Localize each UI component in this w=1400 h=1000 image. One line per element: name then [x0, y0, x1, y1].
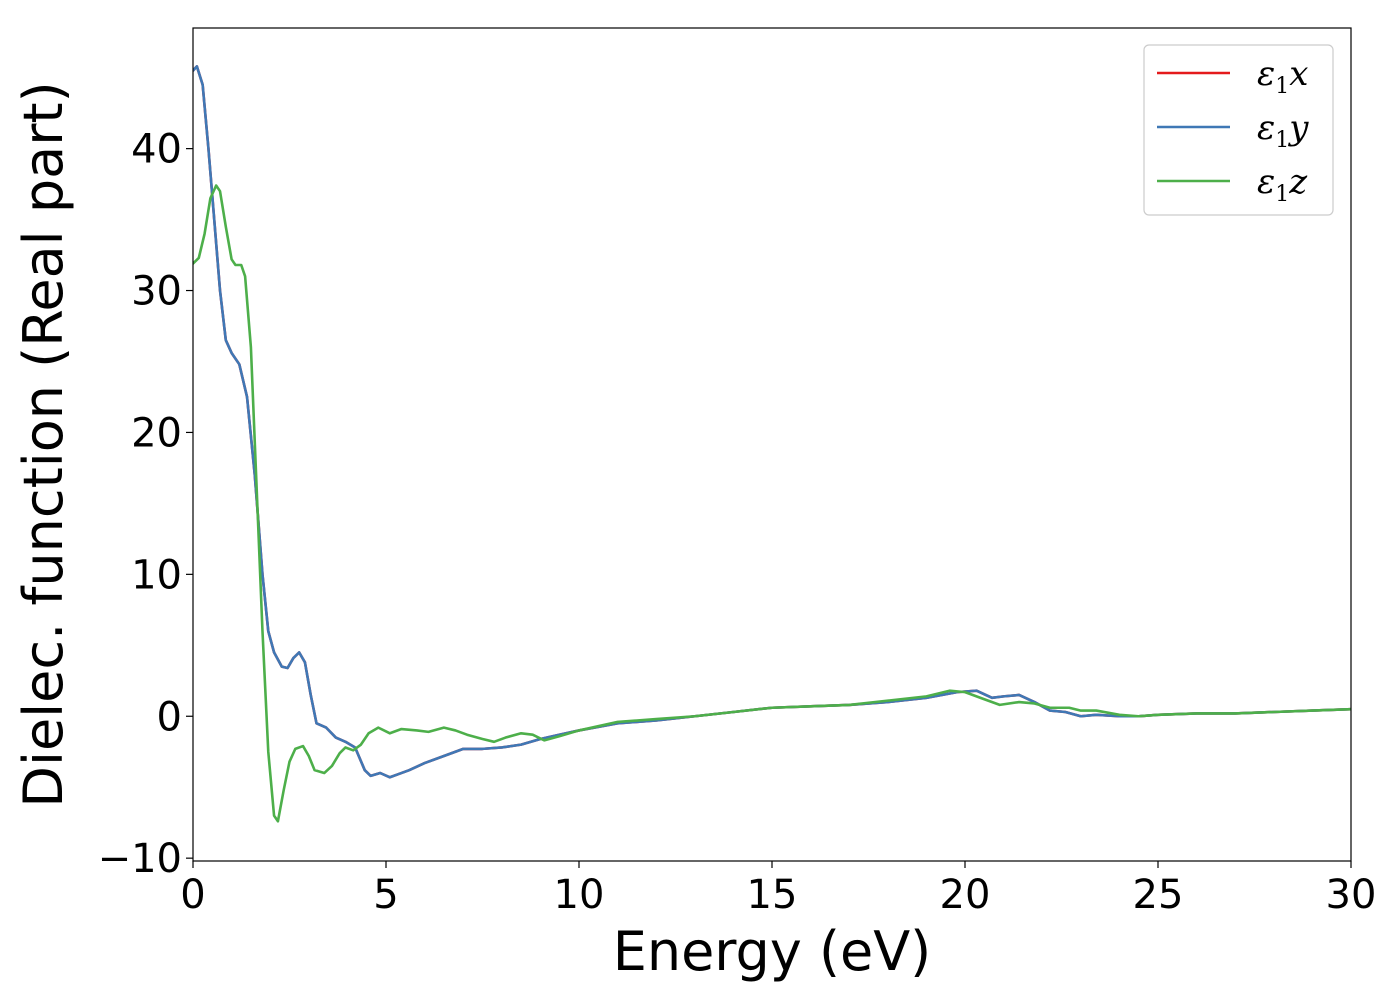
y-tick-label: 10: [131, 552, 182, 598]
y-tick-label: −10: [98, 836, 182, 882]
y-axis-label: Dielec. function (Real part): [12, 81, 75, 807]
legend-label-x: ε1x: [1257, 54, 1308, 99]
legend-epsilon: ε: [1257, 162, 1275, 202]
legend-label-y: ε1y: [1257, 108, 1309, 153]
series-line-y: [193, 65, 1351, 779]
x-tick-label: 20: [940, 872, 991, 918]
legend-box: [1143, 44, 1334, 216]
y-tick-label: 0: [157, 694, 182, 740]
x-tick-label: 10: [554, 872, 605, 918]
y-tick-label: 20: [131, 410, 182, 456]
x-tick-label: 25: [1133, 872, 1184, 918]
y-tick-label: 30: [131, 269, 182, 315]
legend-label-z: ε1z: [1257, 162, 1308, 207]
x-axis-label: Energy (eV): [613, 920, 932, 983]
x-tick-label: 0: [180, 872, 205, 918]
plot-area: [193, 65, 1351, 823]
x-axis: 0 5 10 15 20 25 30: [180, 861, 1376, 918]
legend-subscript: 1: [1275, 74, 1289, 99]
legend-subscript: 1: [1275, 182, 1289, 207]
x-tick-label: 5: [373, 872, 398, 918]
legend-epsilon: ε: [1257, 54, 1275, 94]
y-axis: −10 0 10 20 30 40: [98, 127, 193, 882]
y-tick-label: 40: [131, 127, 182, 173]
x-tick-label: 15: [747, 872, 798, 918]
series-line-z: [193, 184, 1351, 823]
legend-axis-letter: z: [1288, 162, 1308, 202]
legend-subscript: 1: [1275, 128, 1289, 153]
legend-epsilon: ε: [1257, 108, 1275, 148]
x-tick-label: 30: [1326, 872, 1377, 918]
legend-axis-letter: x: [1289, 54, 1308, 94]
legend-axis-letter: y: [1287, 108, 1309, 148]
